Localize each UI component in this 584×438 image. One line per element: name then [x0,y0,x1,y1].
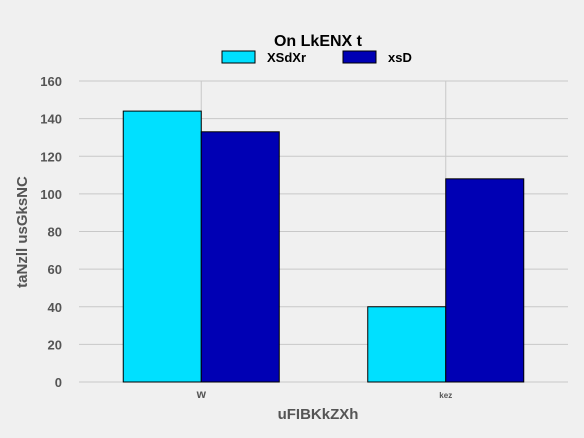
y-tick-label: 0 [55,375,62,390]
y-tick-label: 80 [48,225,62,240]
y-tick-label: 120 [40,149,62,164]
legend-label: XSdXr [267,50,306,65]
bar-XSdXr-kez [368,307,446,382]
x-tick-label: w [196,387,207,401]
bar-XSdXr-w [123,111,201,382]
y-tick-label: 20 [48,337,62,352]
y-tick-label: 140 [40,112,62,127]
legend-label: xsD [388,50,412,65]
y-tick-label: 100 [40,187,62,202]
legend: XSdXr xsD [222,50,412,65]
y-tick-label: 160 [40,74,62,89]
y-tick-label: 60 [48,262,62,277]
y-axis-label: taNzll usGksNC [14,176,31,288]
bars [123,111,524,382]
legend-swatch [343,51,376,63]
chart-title: On LkENX t [274,33,363,50]
bar-xsD-kez [446,179,524,382]
x-axis-label: uFIBKkZXh [278,406,359,423]
y-tick-label: 40 [48,300,62,315]
x-tick-label: kez [439,391,452,400]
legend-swatch [222,51,255,63]
bar-xsD-w [201,132,279,382]
